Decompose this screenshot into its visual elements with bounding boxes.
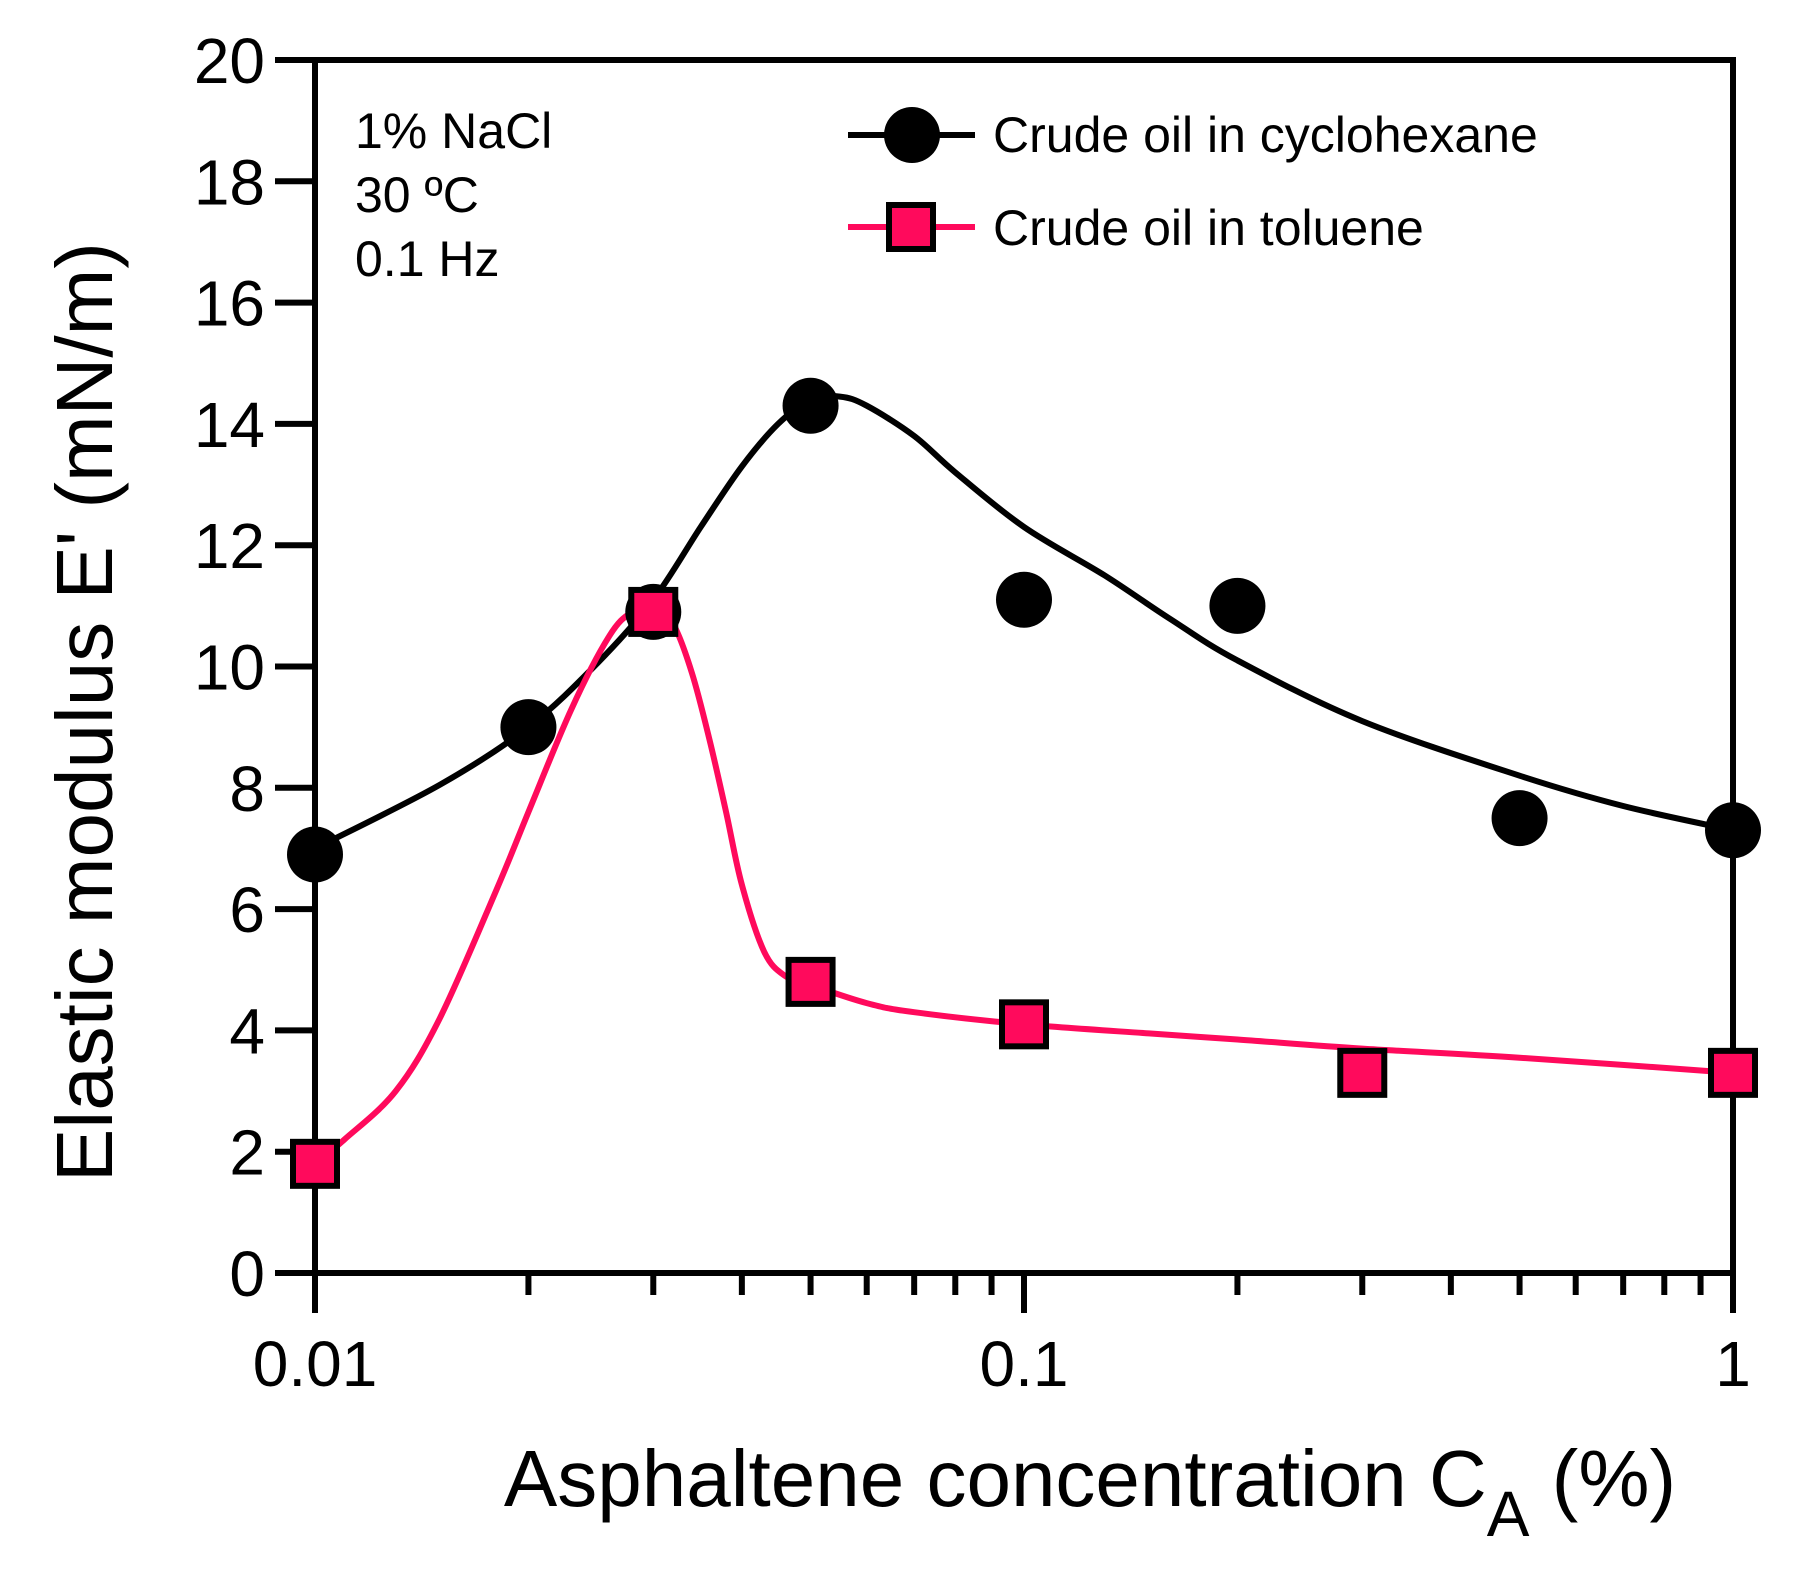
y-axis-title: Elastic modulus E' (mN/m) — [40, 242, 129, 1182]
conditions-annotation: 1% NaCl 30 ºC 0.1 Hz — [355, 103, 552, 287]
point-cyclohexane — [1491, 790, 1548, 847]
y-tick-label: 12 — [194, 510, 265, 582]
point-toluene — [999, 999, 1049, 1050]
point-cyclohexane — [782, 377, 839, 434]
y-tick-label: 14 — [194, 389, 265, 461]
point-toluene — [1708, 1047, 1758, 1098]
annotation-frequency: 0.1 Hz — [355, 231, 500, 287]
annotation-temperature: 30 ºC — [355, 167, 479, 223]
plot-frame — [312, 57, 1736, 1276]
y-tick-label: 0 — [229, 1238, 265, 1310]
legend-marker-toluene — [886, 202, 936, 252]
y-tick-label: 20 — [194, 25, 265, 97]
x-axis-title-subscript: A — [1487, 1478, 1530, 1550]
x-tick-label: 0.01 — [253, 1328, 378, 1400]
point-cyclohexane — [287, 826, 343, 883]
y-tick-label: 8 — [229, 753, 265, 825]
legend-label-cyclohexane: Crude oil in cyclohexane — [993, 107, 1538, 163]
y-tick-label: 6 — [229, 874, 265, 946]
point-toluene — [290, 1138, 340, 1189]
curve-toluene — [312, 602, 1736, 1167]
legend-marker-cyclohexane — [884, 107, 940, 163]
legend: Crude oil in cyclohexane Crude oil in to… — [848, 107, 1538, 256]
x-tick-label: 0.1 — [980, 1328, 1069, 1400]
legend-label-toluene: Crude oil in toluene — [993, 200, 1424, 256]
point-toluene — [628, 586, 679, 637]
y-tick-label: 4 — [229, 995, 265, 1067]
point-cyclohexane — [1705, 802, 1761, 859]
axis-ticks — [275, 57, 1736, 1313]
x-axis-title-main: Asphaltene concentration C — [504, 1434, 1487, 1523]
curve-cyclohexane — [312, 392, 1736, 852]
y-tick-label: 16 — [194, 268, 265, 340]
y-tick-label: 18 — [194, 146, 265, 218]
y-tick-label: 2 — [229, 1117, 265, 1189]
x-axis-title-suffix: (%) — [1529, 1434, 1676, 1523]
fit-curves — [312, 392, 1736, 1167]
point-toluene — [785, 956, 836, 1007]
y-tick-label: 10 — [194, 632, 265, 704]
tick-labels: 0 2 4 6 8 10 12 14 16 18 20 0.01 0.1 1 — [194, 25, 1751, 1400]
point-cyclohexane — [500, 699, 557, 756]
data-markers — [287, 377, 1761, 1189]
point-toluene — [1337, 1047, 1388, 1098]
point-cyclohexane — [1209, 577, 1266, 634]
x-axis-title: Asphaltene concentration CA (%) — [504, 1434, 1676, 1550]
point-cyclohexane — [996, 571, 1052, 628]
x-tick-label: 1 — [1715, 1328, 1751, 1400]
annotation-salt: 1% NaCl — [355, 103, 552, 159]
